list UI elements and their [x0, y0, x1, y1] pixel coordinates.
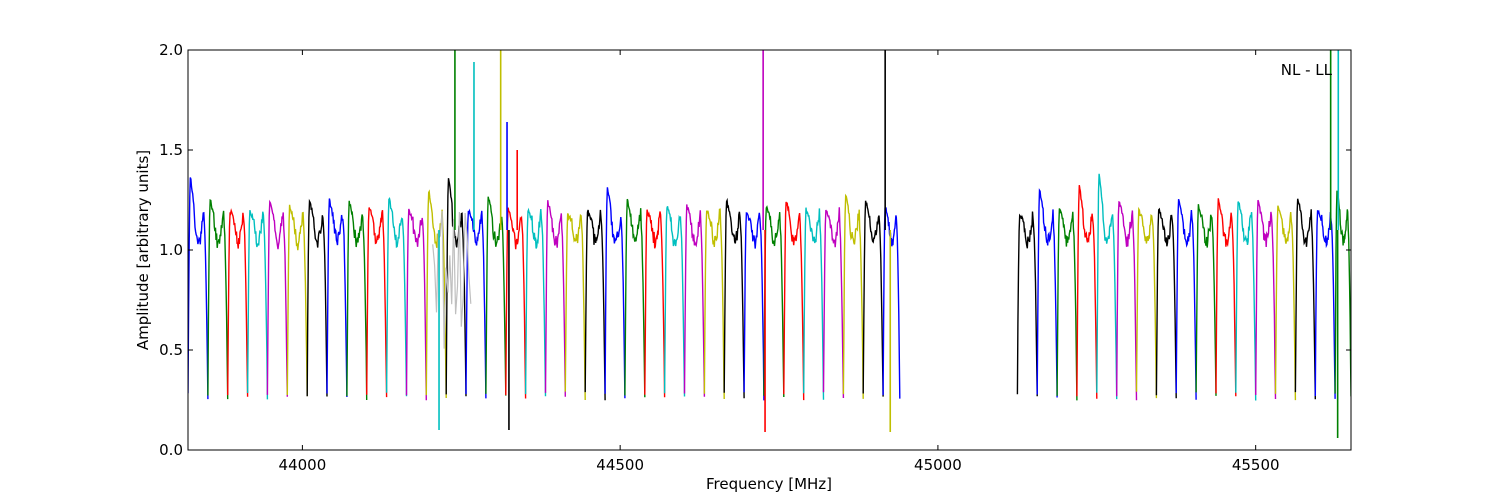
series-line — [366, 207, 388, 398]
series-line — [1155, 207, 1177, 399]
y-tick-label: 0.0 — [159, 441, 183, 459]
series-line — [803, 207, 825, 400]
series-line — [783, 201, 805, 401]
series-line — [326, 198, 348, 398]
ticks-layer: 44000 44500 45000 45500 0.0 0.5 1.0 1.5 2.0 — [159, 41, 1351, 474]
x-tick-label: 45000 — [914, 456, 962, 474]
y-tick-label: 0.5 — [159, 341, 183, 359]
series-line — [1135, 206, 1158, 399]
series-layer — [188, 50, 1351, 438]
series-line — [445, 178, 467, 397]
series-line — [1115, 200, 1138, 401]
series-line — [1294, 198, 1316, 400]
series-line — [743, 212, 765, 401]
series-line — [1235, 201, 1257, 401]
series-line — [207, 198, 229, 400]
series-line — [188, 177, 209, 400]
series-line — [385, 196, 408, 397]
series-line — [544, 200, 566, 397]
series-line — [1056, 208, 1078, 401]
series-line — [663, 206, 686, 397]
series-line — [1096, 173, 1118, 400]
series-line — [524, 207, 547, 397]
series-line — [564, 213, 586, 401]
series-line — [842, 193, 864, 399]
series-line — [266, 199, 288, 397]
series-line — [306, 198, 328, 397]
series-line — [1254, 199, 1277, 400]
series-line — [644, 209, 666, 398]
y-tick-label: 1.5 — [159, 141, 183, 159]
series-line — [584, 209, 606, 401]
series-line — [862, 200, 884, 397]
y-tick-label: 1.0 — [159, 241, 183, 259]
x-axis-label: Frequency [MHz] — [706, 475, 832, 493]
series-line — [465, 208, 487, 399]
series-line — [286, 204, 308, 397]
series-line — [1016, 211, 1038, 397]
series-line — [624, 198, 646, 398]
series-line — [227, 208, 249, 397]
series-line — [505, 207, 527, 399]
series-line — [346, 200, 368, 401]
x-tick-label: 44000 — [279, 456, 327, 474]
x-tick-label: 45500 — [1232, 456, 1280, 474]
series-line — [604, 187, 626, 399]
series-line — [1274, 205, 1297, 401]
series-line — [1215, 198, 1237, 397]
series-line — [763, 205, 785, 398]
series-line — [405, 208, 427, 401]
series-line — [246, 210, 269, 400]
series-line — [822, 207, 845, 399]
series-line — [1036, 188, 1058, 398]
series-line — [703, 208, 725, 400]
x-tick-label: 44500 — [596, 456, 644, 474]
y-axis-label: Amplitude [arbitrary units] — [134, 150, 152, 350]
baseline-annotation: NL - LL — [1281, 61, 1333, 79]
series-line — [1175, 199, 1197, 400]
series-line — [1076, 184, 1098, 399]
series-line — [683, 204, 706, 397]
series-line — [1195, 204, 1217, 396]
y-tick-label: 2.0 — [159, 41, 183, 59]
series-line — [723, 197, 745, 399]
series-line — [1314, 209, 1336, 399]
series-line — [485, 196, 507, 396]
